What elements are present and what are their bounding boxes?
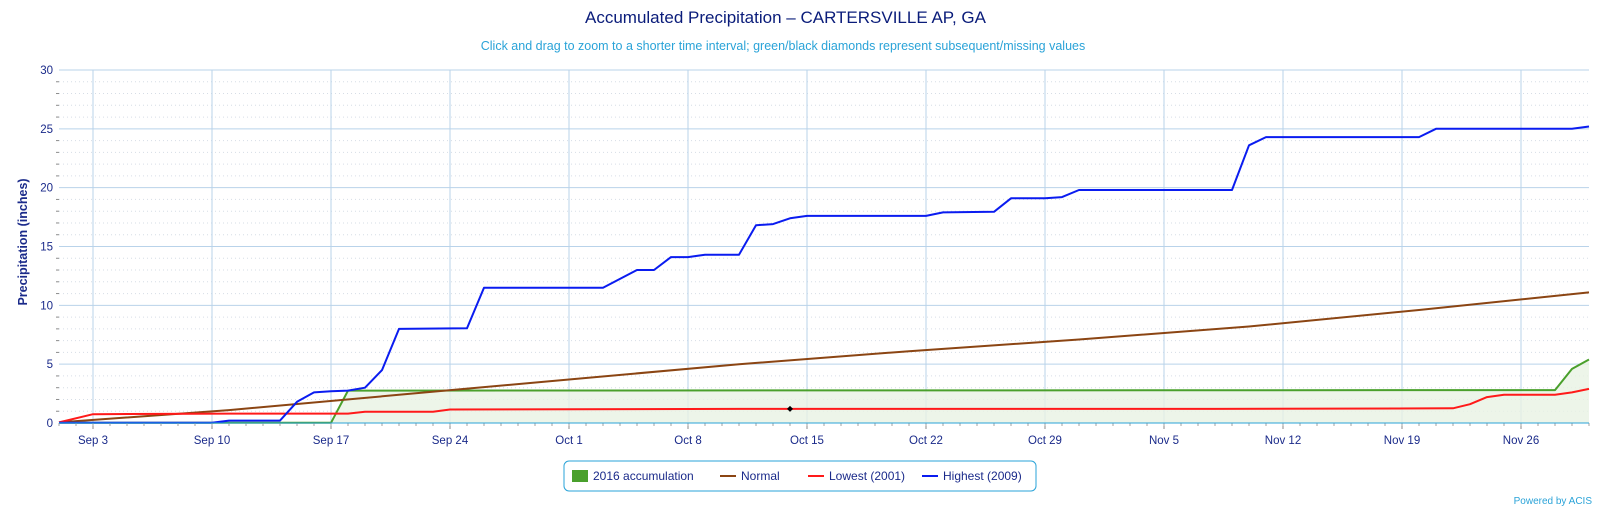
x-tick-label: Sep 3 — [78, 435, 108, 447]
grid-lines — [59, 69, 1589, 424]
legend-swatch — [572, 470, 588, 482]
x-tick-label: Sep 10 — [194, 435, 230, 447]
y-tick-label: 10 — [40, 300, 53, 312]
x-tick-label: Nov 12 — [1265, 435, 1301, 447]
series-line-1[interactable] — [58, 291, 1590, 424]
y-axis-label: Precipitation (inches) — [16, 178, 30, 305]
legend-label: Highest (2009) — [943, 469, 1022, 483]
x-tick-label: Sep 24 — [432, 435, 469, 447]
y-tick-label: 20 — [40, 183, 53, 195]
x-tick-label: Oct 29 — [1028, 435, 1062, 447]
legend-item-3[interactable]: Highest (2009) — [922, 469, 1022, 483]
chart-subtitle: Click and drag to zoom to a shorter time… — [481, 39, 1085, 53]
legend-item-1[interactable]: Normal — [720, 469, 780, 483]
y-tick-label: 15 — [40, 242, 53, 254]
legend-box — [563, 460, 1037, 492]
x-tick-label: Nov 5 — [1149, 435, 1179, 447]
missing-value-diamond[interactable] — [787, 405, 793, 412]
series-line-2[interactable] — [58, 387, 1590, 424]
x-tick-label: Oct 15 — [790, 435, 824, 447]
legend-label: Normal — [741, 469, 780, 483]
y-tick-label: 5 — [47, 359, 53, 371]
y-tick-label: 25 — [40, 124, 53, 136]
series-layer — [58, 125, 1590, 424]
y-tick-label: 30 — [40, 65, 53, 77]
series-line-3[interactable] — [59, 125, 1590, 424]
legend-item-0[interactable]: 2016 accumulation — [572, 469, 694, 483]
legend[interactable]: 2016 accumulation Normal Lowest (2001) High… — [563, 460, 1037, 492]
legend-item-2[interactable]: Lowest (2001) — [808, 469, 905, 483]
x-tick-label: Sep 17 — [313, 435, 349, 447]
y-tick-label: 0 — [47, 418, 53, 430]
axis-layer: 0 5 10 15 20 25 30 Sep 3 Sep 10 Sep 17 Sep 24 Oct 1… — [40, 65, 1590, 447]
x-tick-label: Oct 8 — [674, 435, 701, 447]
x-tick-label: Oct 1 — [555, 435, 582, 447]
x-tick-label: Oct 22 — [909, 435, 943, 447]
x-tick-label: Nov 26 — [1503, 435, 1539, 447]
x-tick-label: Nov 19 — [1384, 435, 1420, 447]
marker-layer — [787, 405, 793, 412]
legend-label: Lowest (2001) — [829, 469, 905, 483]
credit-text[interactable]: Powered by ACIS — [1514, 496, 1593, 507]
legend-label: 2016 accumulation — [593, 469, 694, 483]
chart-title: Accumulated Precipitation – CARTERSVILLE… — [585, 8, 987, 27]
